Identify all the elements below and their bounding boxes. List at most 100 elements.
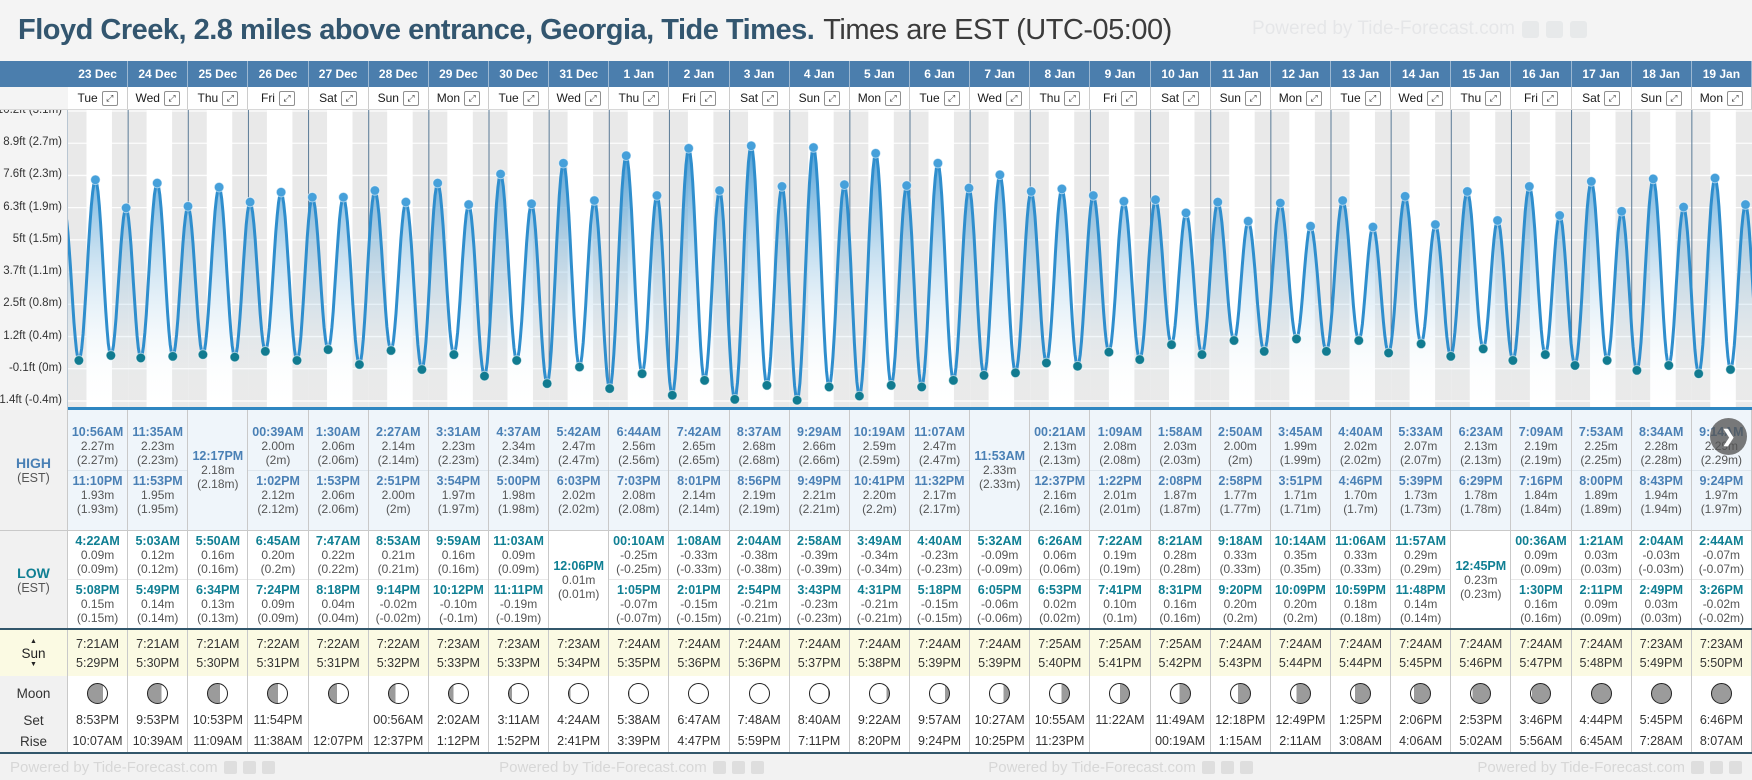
expand-day-icon[interactable]: ⤢ (278, 90, 295, 106)
low-tide-time: 5:08PM (75, 583, 120, 597)
expand-day-icon[interactable]: ⤢ (1426, 90, 1443, 106)
high-tide-time: 3:31AM (436, 424, 481, 439)
high-tide-height-alt: (2m) (385, 501, 411, 516)
sunrise-arrow-icon: ▲ (30, 637, 37, 645)
footer-badge-icon (242, 760, 256, 774)
expand-day-icon[interactable]: ⤢ (1364, 90, 1381, 106)
moonset-time-cell: 11:49AM (1150, 710, 1211, 730)
y-axis-tick-label: 3.7ft (1.1m) (3, 265, 62, 278)
sun-times-cell: 7:21AM 5:30PM (188, 630, 249, 676)
date-header-cell: 12 Jan (1271, 61, 1331, 87)
sunrise-time: 7:24AM (1218, 636, 1262, 651)
expand-day-icon[interactable]: ⤢ (1005, 90, 1022, 106)
expand-day-icon[interactable]: ⤢ (699, 90, 716, 106)
high-tide-height: 2.17m (922, 487, 957, 502)
low-tide-time: 7:41PM (1098, 583, 1142, 597)
high-tide-cell: 11:07AM 2.47m (2.47m) 11:32PM 2.17m (2.17m) (909, 410, 971, 530)
high-tide-entry: 4:37AM 2.34m (2.34m) (489, 422, 548, 470)
sunset-time: 5:49PM (1639, 655, 1683, 670)
sunset-time: 5:50PM (1699, 655, 1743, 670)
expand-day-icon[interactable]: ⤢ (885, 90, 902, 106)
weekday-label: Tue (919, 91, 940, 105)
expand-day-icon[interactable]: ⤢ (1120, 90, 1137, 106)
high-tide-height-alt: (2.17m) (918, 501, 961, 516)
scroll-next-button[interactable]: ❯ (1710, 418, 1747, 455)
expand-day-icon[interactable]: ⤢ (1183, 90, 1200, 106)
moon-phase-cell (789, 676, 850, 710)
weekday-cell: Sat ⤢ (1571, 87, 1632, 109)
high-tide-time: 2:27AM (376, 424, 421, 439)
moon-phase-icon (1410, 682, 1432, 704)
low-tide-cell: 3:49AM -0.34m (-0.34m) 4:31PM -0.21m (-0.21m) (849, 531, 910, 628)
powered-by-text: Powered by Tide-Forecast.com (988, 758, 1196, 776)
expand-day-icon[interactable]: ⤢ (1485, 90, 1502, 106)
moonrise-time-cell: 10:25PM (970, 730, 1031, 752)
sunrise-time: 7:25AM (1098, 636, 1142, 651)
high-tide-height: 2.66m (802, 438, 836, 453)
date-header-cell: 6 Jan (910, 61, 971, 87)
high-tide-cell: 10:19AM 2.59m (2.59m) 10:41PM 2.20m (2.2m) (849, 410, 910, 530)
expand-day-icon[interactable]: ⤢ (163, 90, 180, 106)
sunset-time: 5:46PM (1459, 655, 1503, 670)
expand-day-icon[interactable]: ⤢ (1727, 90, 1744, 106)
high-tide-height-alt: (2.13m) (1460, 452, 1502, 467)
weekday-label: Tue (77, 91, 98, 105)
low-tide-height-alt: (-0.34m) (856, 562, 903, 576)
high-tide-height: 1.99m (1283, 438, 1318, 453)
expand-day-icon[interactable]: ⤢ (1244, 90, 1261, 106)
low-tide-entry: 8:31PM 0.16m (0.16m) (1150, 579, 1210, 628)
high-tide-time: 1:22PM (1098, 473, 1142, 488)
expand-day-icon[interactable]: ⤢ (943, 90, 960, 106)
high-tide-time: 1:58AM (1157, 424, 1203, 439)
low-tide-height: -0.10m (439, 597, 478, 611)
high-tide-height-alt: (2.25m) (1580, 452, 1622, 467)
moon-phase-icon (989, 682, 1011, 704)
moonrise-time-cell: 4:06AM (1391, 730, 1452, 752)
low-tide-height-alt: (-0.15m) (676, 611, 722, 625)
expand-day-icon[interactable]: ⤢ (1541, 90, 1558, 106)
expand-day-icon[interactable]: ⤢ (1064, 90, 1081, 106)
sunset-time: 5:39PM (978, 655, 1022, 670)
expand-day-icon[interactable]: ⤢ (341, 90, 358, 106)
low-tide-entry: 6:34PM 0.13m (0.13m) (188, 579, 248, 628)
moon-phase-cell (609, 676, 670, 710)
low-tide-entry: 2:58AM -0.39m (-0.39m) (790, 531, 849, 579)
weekday-cell: Tue ⤢ (1330, 87, 1392, 109)
low-tide-time: 5:03AM (135, 534, 180, 548)
expand-day-icon[interactable]: ⤢ (762, 90, 779, 106)
sun-times-cell: 7:25AM 5:41PM (1090, 630, 1151, 676)
expand-day-icon[interactable]: ⤢ (222, 90, 239, 106)
date-header-cell: 23 Dec (68, 61, 129, 87)
high-tide-entry: 3:45AM 1.99m (1.99m) (1271, 422, 1330, 470)
expand-day-icon[interactable]: ⤢ (464, 90, 481, 106)
expand-day-icon[interactable]: ⤢ (101, 90, 118, 106)
high-tide-height: 2.06m (321, 487, 355, 502)
expand-day-icon[interactable]: ⤢ (1604, 90, 1621, 106)
moonset-time-cell: 3:11AM (488, 710, 550, 730)
low-tide-cell: 1:21AM 0.03m (0.03m) 2:11PM 0.09m (0.09m) (1571, 531, 1632, 628)
expand-day-icon[interactable]: ⤢ (823, 90, 840, 106)
expand-day-icon[interactable]: ⤢ (402, 90, 419, 106)
weekday-label: Sat (740, 91, 759, 105)
low-tide-height-alt: (-0.21m) (856, 611, 903, 625)
expand-day-icon[interactable]: ⤢ (584, 90, 601, 106)
expand-day-icon[interactable]: ⤢ (1665, 90, 1682, 106)
low-tide-entry: 1:21AM 0.03m (0.03m) (1572, 531, 1631, 579)
moonset-time-cell: 12:18PM (1210, 710, 1271, 730)
low-tide-height-alt: (0.23m) (1460, 586, 1502, 601)
high-tide-cell: 12:17PM 2.18m (2.18m) (188, 410, 249, 530)
moonrise-time-cell: 2:41PM (549, 730, 610, 752)
high-tide-height-alt: (2.34m) (497, 452, 540, 467)
moonrise-time-cell: 00:19AM (1150, 730, 1211, 752)
high-tide-height-alt: (2.56m) (618, 452, 660, 467)
footer-badge-icon (712, 760, 726, 774)
sunset-time: 5:35PM (617, 655, 661, 670)
weekday-cell: Thu ⤢ (1451, 87, 1512, 109)
expand-day-icon[interactable]: ⤢ (522, 90, 539, 106)
low-tide-height: -0.15m (920, 597, 959, 611)
low-tide-cell: 7:22AM 0.19m (0.19m) 7:41PM 0.10m (0.1m) (1090, 531, 1151, 628)
expand-day-icon[interactable]: ⤢ (1306, 90, 1323, 106)
low-tide-time: 10:09PM (1275, 583, 1326, 597)
low-tide-height: -0.03m (1642, 548, 1680, 562)
expand-day-icon[interactable]: ⤢ (643, 90, 660, 106)
